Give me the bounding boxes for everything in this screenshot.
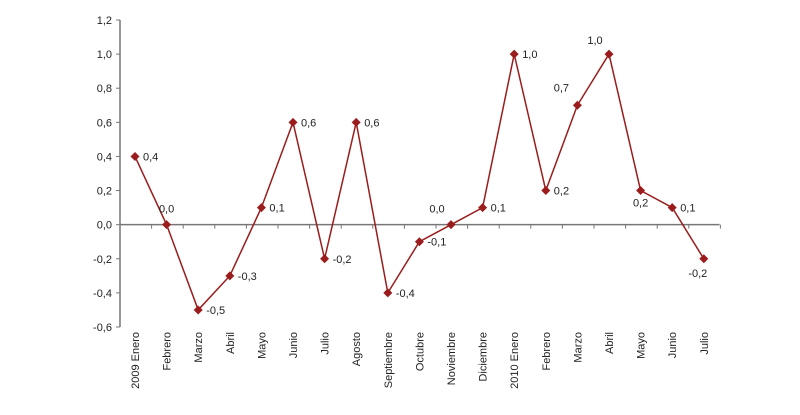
data-point-marker: [288, 117, 298, 127]
data-point-marker: [193, 305, 203, 315]
data-point-marker: [636, 186, 646, 196]
x-tick-label: Julio: [699, 332, 711, 355]
data-point-marker: [604, 49, 614, 59]
data-point-marker: [414, 237, 424, 247]
x-tick-label: Diciembre: [478, 332, 490, 382]
data-point-marker: [351, 117, 361, 127]
x-tick-label: Marzo: [572, 332, 584, 363]
data-point-marker: [383, 288, 393, 298]
data-label: -0,3: [238, 271, 257, 283]
data-point-marker: [130, 151, 140, 161]
data-label: -0,5: [206, 305, 225, 317]
data-label: 0,6: [364, 117, 379, 129]
x-tick-label: Abril: [604, 332, 616, 354]
data-point-marker: [446, 220, 456, 230]
y-tick-label: 0,0: [97, 220, 112, 232]
x-tick-label: Noviembre: [446, 332, 458, 385]
data-label: 0,4: [143, 151, 158, 163]
data-label: 0,1: [269, 203, 284, 215]
data-label: 0,2: [633, 198, 648, 210]
x-tick-label: Febrero: [541, 332, 553, 371]
y-tick-label: -0,4: [93, 288, 112, 300]
data-label: 0,6: [301, 117, 316, 129]
x-tick-label: Mayo: [256, 332, 268, 359]
data-label: 0,1: [680, 203, 695, 215]
y-tick-label: 1,0: [97, 49, 112, 61]
x-tick-label: 2009 Enero: [130, 332, 142, 389]
y-tick-label: -0,2: [93, 254, 112, 266]
data-point-marker: [225, 271, 235, 281]
x-tick-label: Mayo: [636, 332, 648, 359]
data-point-marker: [509, 49, 519, 59]
data-point-marker: [572, 100, 582, 110]
data-label: -0,4: [396, 288, 415, 300]
data-point-marker: [541, 186, 551, 196]
data-point-marker: [667, 203, 677, 213]
x-tick-label: Febrero: [162, 332, 174, 371]
y-tick-label: 0,2: [97, 186, 112, 198]
data-point-marker: [320, 254, 330, 264]
x-tick-label: Junio: [288, 332, 300, 358]
data-point-marker: [478, 203, 488, 213]
data-point-marker: [162, 220, 172, 230]
data-label: 1,0: [587, 35, 602, 47]
data-label: -0,2: [333, 254, 352, 266]
y-tick-label: 1,2: [97, 15, 112, 27]
data-label: 0,0: [429, 204, 444, 216]
x-tick-label: Junio: [667, 332, 679, 358]
data-label: -0,2: [688, 268, 707, 280]
y-tick-label: 0,4: [97, 151, 112, 163]
y-tick-label: -0,6: [93, 322, 112, 334]
data-label: 0,2: [554, 186, 569, 198]
x-tick-label: Agosto: [351, 332, 363, 366]
x-tick-label: Marzo: [193, 332, 205, 363]
data-point-marker: [256, 203, 266, 213]
x-tick-label: Septiembre: [383, 332, 395, 388]
x-tick-label: 2010 Enero: [509, 332, 521, 389]
data-label: 0,7: [554, 82, 569, 94]
x-tick-label: Octubre: [414, 332, 426, 371]
y-tick-label: 0,6: [97, 117, 112, 129]
data-label: 0,1: [491, 203, 506, 215]
x-tick-label: Abril: [225, 332, 237, 354]
y-tick-label: 0,8: [97, 83, 112, 95]
data-point-marker: [699, 254, 709, 264]
data-label: -0,1: [427, 237, 446, 249]
series-line: [134, 52, 705, 312]
data-label: 1,0: [522, 49, 537, 61]
data-label: 0,0: [159, 204, 174, 216]
x-tick-label: Julio: [320, 332, 332, 355]
